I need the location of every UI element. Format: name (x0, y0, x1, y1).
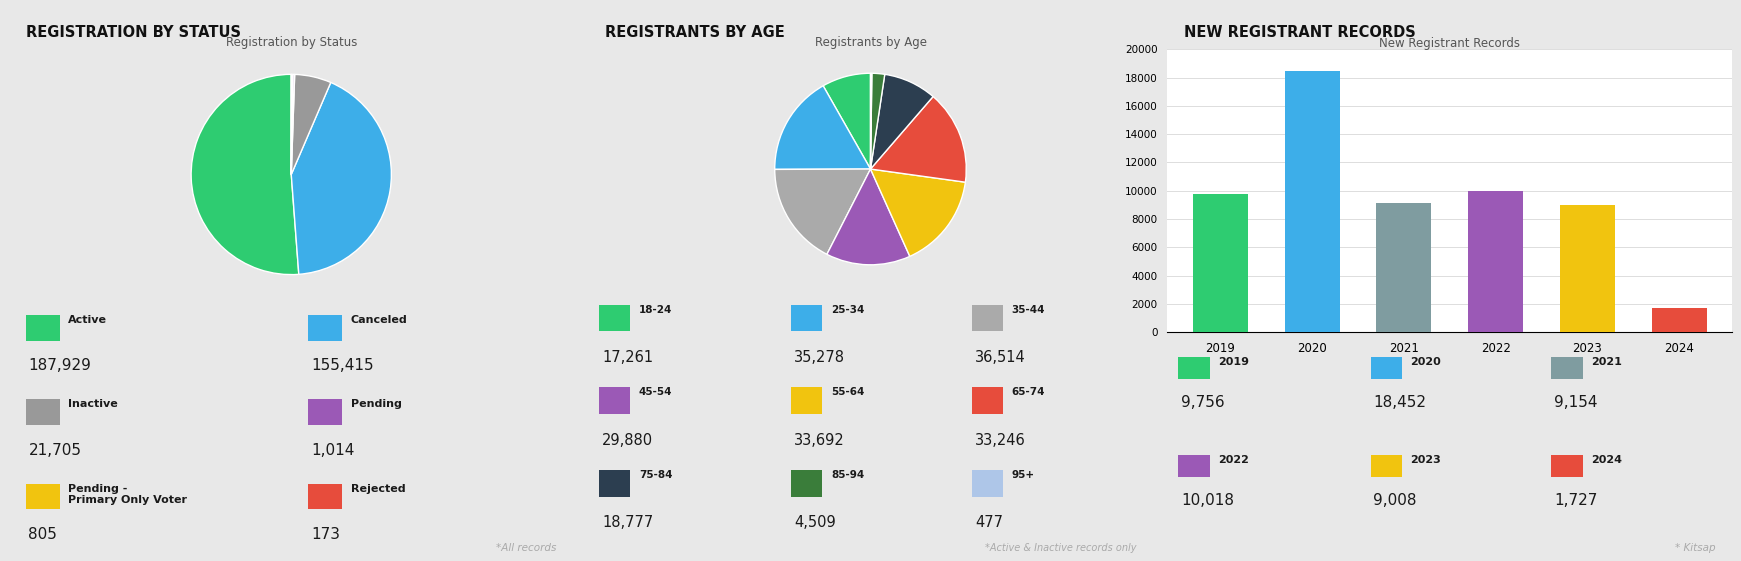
Wedge shape (870, 73, 884, 169)
Text: 9,154: 9,154 (1555, 395, 1598, 410)
FancyBboxPatch shape (971, 470, 1003, 496)
Text: 2021: 2021 (1591, 357, 1623, 367)
FancyBboxPatch shape (599, 470, 630, 496)
Text: 155,415: 155,415 (312, 358, 374, 374)
FancyBboxPatch shape (599, 388, 630, 414)
Text: * Kitsap: * Kitsap (1675, 543, 1715, 553)
Text: 2023: 2023 (1410, 455, 1442, 465)
Wedge shape (870, 74, 933, 169)
Wedge shape (775, 169, 870, 254)
FancyBboxPatch shape (26, 399, 59, 425)
Title: New Registrant Records: New Registrant Records (1379, 36, 1520, 49)
Text: Active: Active (68, 315, 106, 325)
Text: 45-54: 45-54 (639, 388, 672, 397)
Text: 805: 805 (28, 527, 57, 542)
FancyBboxPatch shape (1551, 357, 1583, 379)
Text: 2022: 2022 (1219, 455, 1248, 465)
Text: 85-94: 85-94 (830, 470, 864, 480)
Text: 65-74: 65-74 (1012, 388, 1045, 397)
Text: 33,246: 33,246 (975, 433, 1025, 448)
Text: 2024: 2024 (1591, 455, 1623, 465)
Text: 2020: 2020 (1410, 357, 1442, 367)
Wedge shape (775, 86, 870, 169)
Wedge shape (291, 75, 331, 174)
Bar (1193, 194, 1248, 332)
Text: Pending -
Primary Only Voter: Pending - Primary Only Voter (68, 484, 186, 505)
FancyBboxPatch shape (1370, 455, 1402, 477)
Text: 36,514: 36,514 (975, 350, 1025, 365)
Text: 2019: 2019 (1219, 357, 1248, 367)
FancyBboxPatch shape (599, 305, 630, 332)
Text: Pending: Pending (350, 399, 402, 410)
Text: 17,261: 17,261 (602, 350, 653, 365)
FancyBboxPatch shape (792, 470, 822, 496)
Text: 35,278: 35,278 (794, 350, 844, 365)
Text: *All records: *All records (496, 543, 557, 553)
Text: Canceled: Canceled (350, 315, 407, 325)
FancyBboxPatch shape (1551, 455, 1583, 477)
FancyBboxPatch shape (792, 305, 822, 332)
FancyBboxPatch shape (1179, 455, 1210, 477)
Text: Rejected: Rejected (350, 484, 406, 494)
Bar (1468, 191, 1523, 332)
Text: 21,705: 21,705 (28, 443, 82, 458)
Wedge shape (291, 75, 294, 174)
Text: 35-44: 35-44 (1012, 305, 1045, 315)
Title: Registration by Status: Registration by Status (226, 36, 357, 49)
Wedge shape (870, 169, 965, 256)
Text: 18-24: 18-24 (639, 305, 672, 315)
Wedge shape (827, 169, 911, 265)
Text: Inactive: Inactive (68, 399, 118, 410)
Text: 10,018: 10,018 (1182, 493, 1234, 508)
Wedge shape (192, 75, 299, 274)
Bar (1560, 205, 1616, 332)
Text: 4,509: 4,509 (794, 516, 836, 530)
Text: 18,452: 18,452 (1374, 395, 1426, 410)
Text: 18,777: 18,777 (602, 516, 653, 530)
Text: 477: 477 (975, 516, 1003, 530)
FancyBboxPatch shape (792, 388, 822, 414)
FancyBboxPatch shape (308, 484, 343, 509)
Text: 9,008: 9,008 (1374, 493, 1417, 508)
FancyBboxPatch shape (308, 399, 343, 425)
Text: REGISTRATION BY STATUS: REGISTRATION BY STATUS (26, 25, 240, 40)
Bar (1285, 71, 1339, 332)
Text: 33,692: 33,692 (794, 433, 844, 448)
FancyBboxPatch shape (1179, 357, 1210, 379)
Title: Registrants by Age: Registrants by Age (815, 36, 926, 49)
Text: 1,014: 1,014 (312, 443, 355, 458)
Text: NEW REGISTRANT RECORDS: NEW REGISTRANT RECORDS (1184, 25, 1415, 40)
Wedge shape (870, 96, 966, 182)
Text: 187,929: 187,929 (28, 358, 91, 374)
Text: 29,880: 29,880 (602, 433, 653, 448)
FancyBboxPatch shape (1370, 357, 1402, 379)
Text: 95+: 95+ (1012, 470, 1034, 480)
FancyBboxPatch shape (26, 484, 59, 509)
Wedge shape (823, 73, 870, 169)
Text: *Active & Inactive records only: *Active & Inactive records only (985, 542, 1137, 553)
Text: REGISTRANTS BY AGE: REGISTRANTS BY AGE (604, 25, 785, 40)
Wedge shape (291, 82, 392, 274)
FancyBboxPatch shape (26, 315, 59, 341)
Text: 9,756: 9,756 (1182, 395, 1226, 410)
Text: 55-64: 55-64 (830, 388, 864, 397)
Bar (1652, 308, 1706, 332)
FancyBboxPatch shape (971, 305, 1003, 332)
FancyBboxPatch shape (308, 315, 343, 341)
Bar (1377, 203, 1431, 332)
Text: 25-34: 25-34 (830, 305, 864, 315)
Text: 75-84: 75-84 (639, 470, 672, 480)
Text: 173: 173 (312, 527, 339, 542)
Text: 1,727: 1,727 (1555, 493, 1598, 508)
FancyBboxPatch shape (971, 388, 1003, 414)
